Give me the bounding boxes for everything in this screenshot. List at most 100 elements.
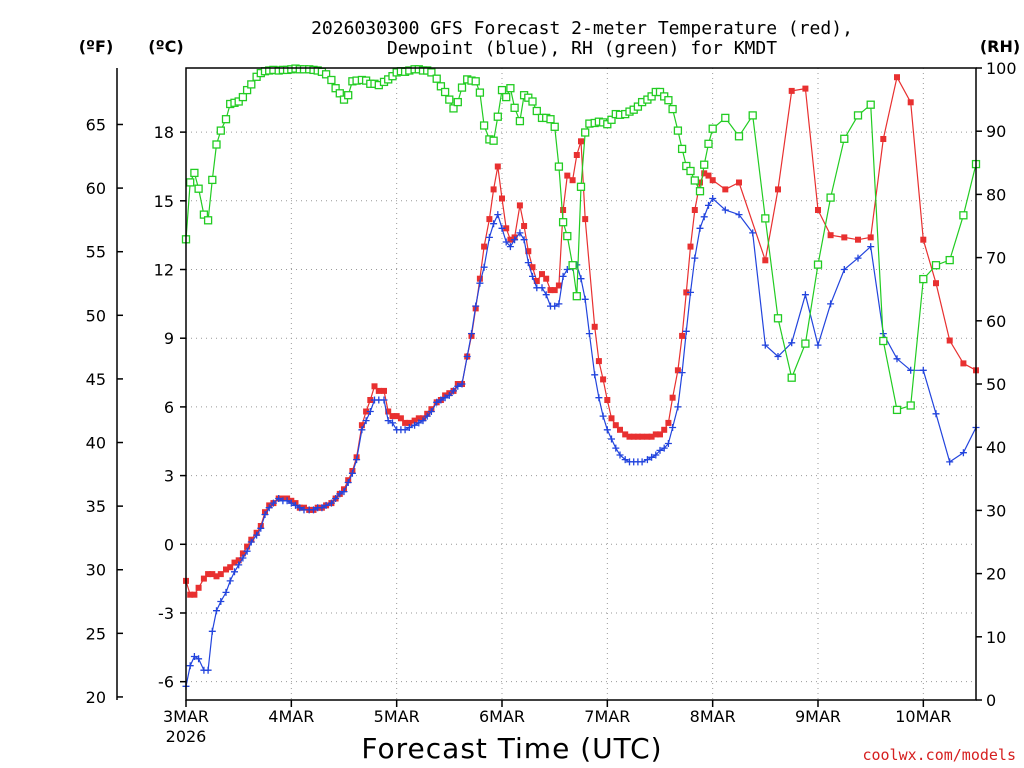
fahrenheit-tick-label: 30 bbox=[86, 561, 106, 580]
dewpoint-point bbox=[682, 327, 690, 335]
dewpoint-point bbox=[463, 353, 471, 360]
dewpoint-point bbox=[441, 394, 449, 402]
temperature-point bbox=[608, 415, 615, 422]
temperature-point bbox=[669, 394, 676, 401]
temperature-point bbox=[855, 236, 861, 243]
rh-point bbox=[892, 405, 902, 415]
dewpoint-point bbox=[235, 561, 243, 569]
temperature-point bbox=[481, 243, 488, 250]
dewpoint-point bbox=[599, 412, 607, 420]
temperature-point bbox=[661, 426, 668, 433]
temperature-point bbox=[933, 280, 939, 287]
celsius-tick-label: -6 bbox=[158, 673, 174, 692]
rh-point bbox=[826, 193, 835, 202]
dewpoint-point bbox=[490, 220, 498, 228]
temperature-point bbox=[195, 584, 202, 591]
temperature-point bbox=[375, 387, 382, 394]
dewpoint-point bbox=[423, 412, 431, 420]
rh-point bbox=[603, 120, 612, 129]
rh-tick-label: 70 bbox=[986, 249, 1006, 268]
rh-tick-label: 10 bbox=[986, 628, 1006, 647]
rh-point bbox=[633, 102, 643, 111]
dewpoint-point bbox=[687, 288, 694, 296]
temperature-point bbox=[907, 99, 914, 106]
rh-point bbox=[489, 136, 498, 145]
dewpoint-point bbox=[608, 435, 615, 443]
temperature-point bbox=[578, 138, 584, 145]
dewpoint-point bbox=[247, 538, 255, 546]
dewpoint-point bbox=[700, 213, 708, 221]
temperature-point bbox=[543, 275, 550, 282]
dewpoint-point bbox=[332, 495, 340, 502]
temperature-point bbox=[674, 367, 681, 374]
dewpoint-point bbox=[638, 458, 646, 466]
dewpoint-point bbox=[511, 236, 519, 244]
dewpoint-point bbox=[603, 426, 611, 434]
rh-point bbox=[493, 112, 502, 121]
rh-point bbox=[453, 97, 462, 107]
x-tick-label: 4MAR bbox=[268, 707, 314, 726]
rh-point bbox=[532, 106, 541, 116]
axis-ticks-and-labels: 3MAR 4MAR 5MAR 6MAR 7MAR 8MAR 9MAR 10MAR -6 -3 0 3 6… bbox=[86, 59, 1017, 726]
rh-point bbox=[686, 166, 695, 176]
dewpoint-point bbox=[678, 369, 686, 377]
temperature-point bbox=[617, 426, 623, 433]
temperature-point bbox=[701, 170, 708, 177]
temperature-point bbox=[560, 207, 567, 213]
x-tick-label: 5MAR bbox=[374, 707, 420, 726]
dewpoint-point bbox=[555, 300, 563, 308]
dewpoint-point bbox=[353, 456, 361, 464]
temperature-point bbox=[736, 179, 742, 186]
rh-point bbox=[576, 182, 586, 191]
dewpoint-point bbox=[516, 229, 524, 237]
rh-point bbox=[568, 261, 577, 270]
temperature-point bbox=[775, 186, 781, 193]
dewpoint-point bbox=[340, 488, 348, 496]
dewpoint-point bbox=[749, 229, 757, 237]
dewpoint-point bbox=[204, 666, 212, 674]
rh-point bbox=[647, 92, 656, 101]
temperature-point bbox=[521, 223, 528, 229]
temperature-point bbox=[402, 419, 409, 426]
rh-point bbox=[690, 176, 699, 185]
temperature-point bbox=[920, 236, 927, 243]
dewpoint-point bbox=[542, 291, 550, 299]
dewpoint-point bbox=[621, 456, 629, 464]
rh-point bbox=[528, 97, 537, 106]
rh-point bbox=[704, 139, 713, 148]
temperature-point bbox=[209, 571, 216, 578]
rh-point bbox=[748, 111, 757, 120]
dewpoint-point bbox=[292, 501, 299, 509]
dewpoint-point bbox=[648, 453, 656, 461]
temperature-point bbox=[564, 172, 571, 179]
temperature-point bbox=[486, 216, 493, 223]
rh-point bbox=[919, 274, 928, 284]
temperature-point bbox=[705, 172, 712, 179]
rh-point bbox=[945, 255, 954, 265]
dewpoint-point bbox=[721, 206, 729, 214]
rh-point bbox=[186, 178, 195, 187]
celsius-tick-label: 15 bbox=[154, 192, 174, 211]
rh-tick-label: 90 bbox=[986, 122, 1006, 141]
temperature-point bbox=[244, 543, 251, 550]
dewpoint-point bbox=[239, 554, 247, 562]
dewpoint-point bbox=[801, 291, 809, 299]
temperature-point bbox=[626, 433, 633, 440]
dewpoint-point bbox=[494, 211, 502, 219]
dewpoint-point bbox=[538, 284, 546, 292]
temperature-point bbox=[652, 431, 659, 438]
dewpoint-point bbox=[226, 577, 234, 585]
temperature-point bbox=[389, 413, 396, 420]
rh-point bbox=[664, 96, 673, 105]
dewpoint-point bbox=[524, 259, 532, 267]
dewpoint-point bbox=[336, 490, 344, 498]
rh-point bbox=[581, 128, 590, 137]
dewpoint-point bbox=[669, 424, 677, 431]
dewpoint-point bbox=[696, 224, 704, 232]
celsius-tick-label: 18 bbox=[154, 123, 174, 142]
dewpoint-point bbox=[231, 568, 238, 576]
dewpoint-point bbox=[854, 254, 862, 262]
rh-point bbox=[546, 115, 555, 124]
rh-point bbox=[440, 87, 450, 97]
